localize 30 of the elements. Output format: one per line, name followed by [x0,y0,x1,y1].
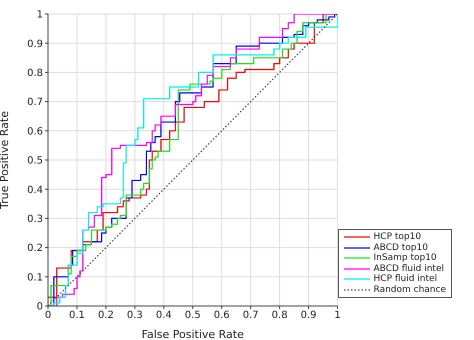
x-tick-label: 0.8 [272,310,288,322]
legend-label: ABCD fluid intel [374,264,444,274]
y-tick-label: 0.7 [27,97,43,108]
x-tick-label: 0.3 [126,310,143,322]
x-tick-label: 0.9 [300,310,317,322]
x-tick-label: 0.6 [214,310,230,322]
x-axis-title: False Positive Rate [142,328,244,340]
x-tick-label: 0 [44,310,52,322]
y-tick-label: 1 [36,10,43,21]
y-tick-label: 0.1 [27,272,43,284]
legend-label: HCP top10 [374,232,422,242]
y-tick-label: 0.8 [27,68,43,79]
legend-label: Random chance [374,284,446,295]
y-tick-label: 0.3 [27,214,43,225]
x-tick-label: 1 [334,310,341,322]
y-tick-label: 0.4 [27,184,43,196]
y-tick-label: 0.2 [27,243,43,254]
y-tick-label: 0.5 [27,156,43,167]
legend-label: ABCD top10 [374,242,428,253]
y-axis-title: True Positive Rate [0,110,11,210]
legend-label: HCP fluid intel [374,274,438,284]
y-tick-label: 0.9 [27,38,43,50]
legend-label: InSamp top10 [374,253,437,264]
x-tick-label: 0.5 [184,310,201,322]
x-tick-label: 0.7 [242,310,259,322]
y-tick-label: 0.6 [27,126,43,138]
x-tick-label: 0.4 [156,310,172,322]
x-tick-label: 0.2 [98,310,114,322]
x-tick-label: 0.1 [69,310,85,322]
y-tick-label: 0 [36,302,43,313]
